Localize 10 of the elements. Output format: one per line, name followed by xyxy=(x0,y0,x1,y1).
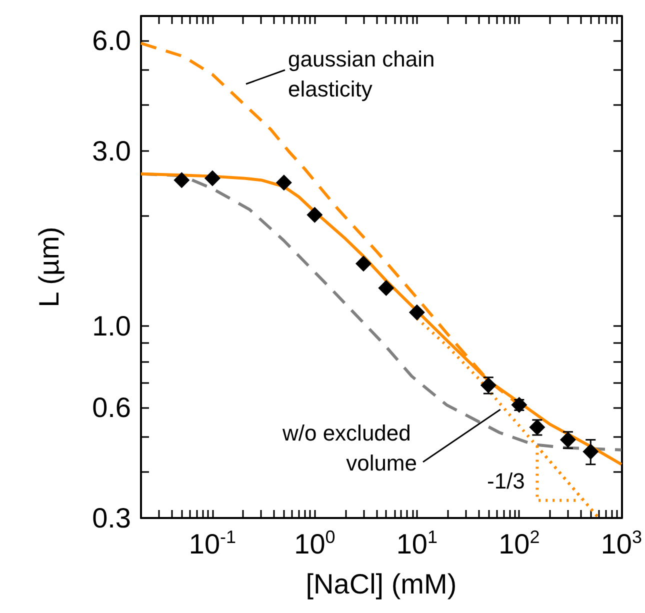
y-axis-title: L (µm) xyxy=(34,226,64,308)
annotation: -1/3 xyxy=(487,468,525,494)
y-tick-label: 0.3 xyxy=(92,502,131,534)
y-tick-label: 6.0 xyxy=(92,25,131,56)
x-axis-title: [NaCl] (mM) xyxy=(306,568,457,600)
annotation: w/o excluded volume xyxy=(281,420,417,476)
annotation: gaussian chain elasticity xyxy=(288,46,441,102)
y-tick-label: 1.0 xyxy=(92,310,131,342)
y-tick-label: 3.0 xyxy=(92,136,131,167)
y-tick-label: 0.6 xyxy=(92,392,131,424)
